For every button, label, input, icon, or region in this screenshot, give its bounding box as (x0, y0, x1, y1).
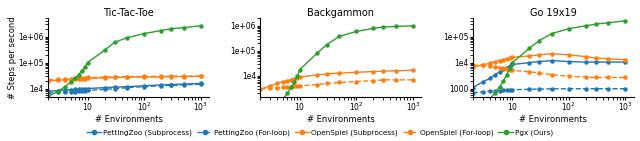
Title: Backgammon: Backgammon (307, 8, 374, 17)
Legend: PettingZoo (Subprocess), PettingZoo (For-loop), OpenSpiel (Subprocess), OpenSpie: PettingZoo (Subprocess), PettingZoo (For… (84, 126, 556, 139)
Y-axis label: # Steps per second: # Steps per second (8, 16, 17, 99)
X-axis label: # Environments: # Environments (307, 114, 375, 124)
X-axis label: # Environments: # Environments (95, 114, 163, 124)
Title: Go 19x19: Go 19x19 (530, 8, 577, 17)
X-axis label: # Environments: # Environments (519, 114, 587, 124)
Title: Tic-Tac-Toe: Tic-Tac-Toe (103, 8, 154, 17)
